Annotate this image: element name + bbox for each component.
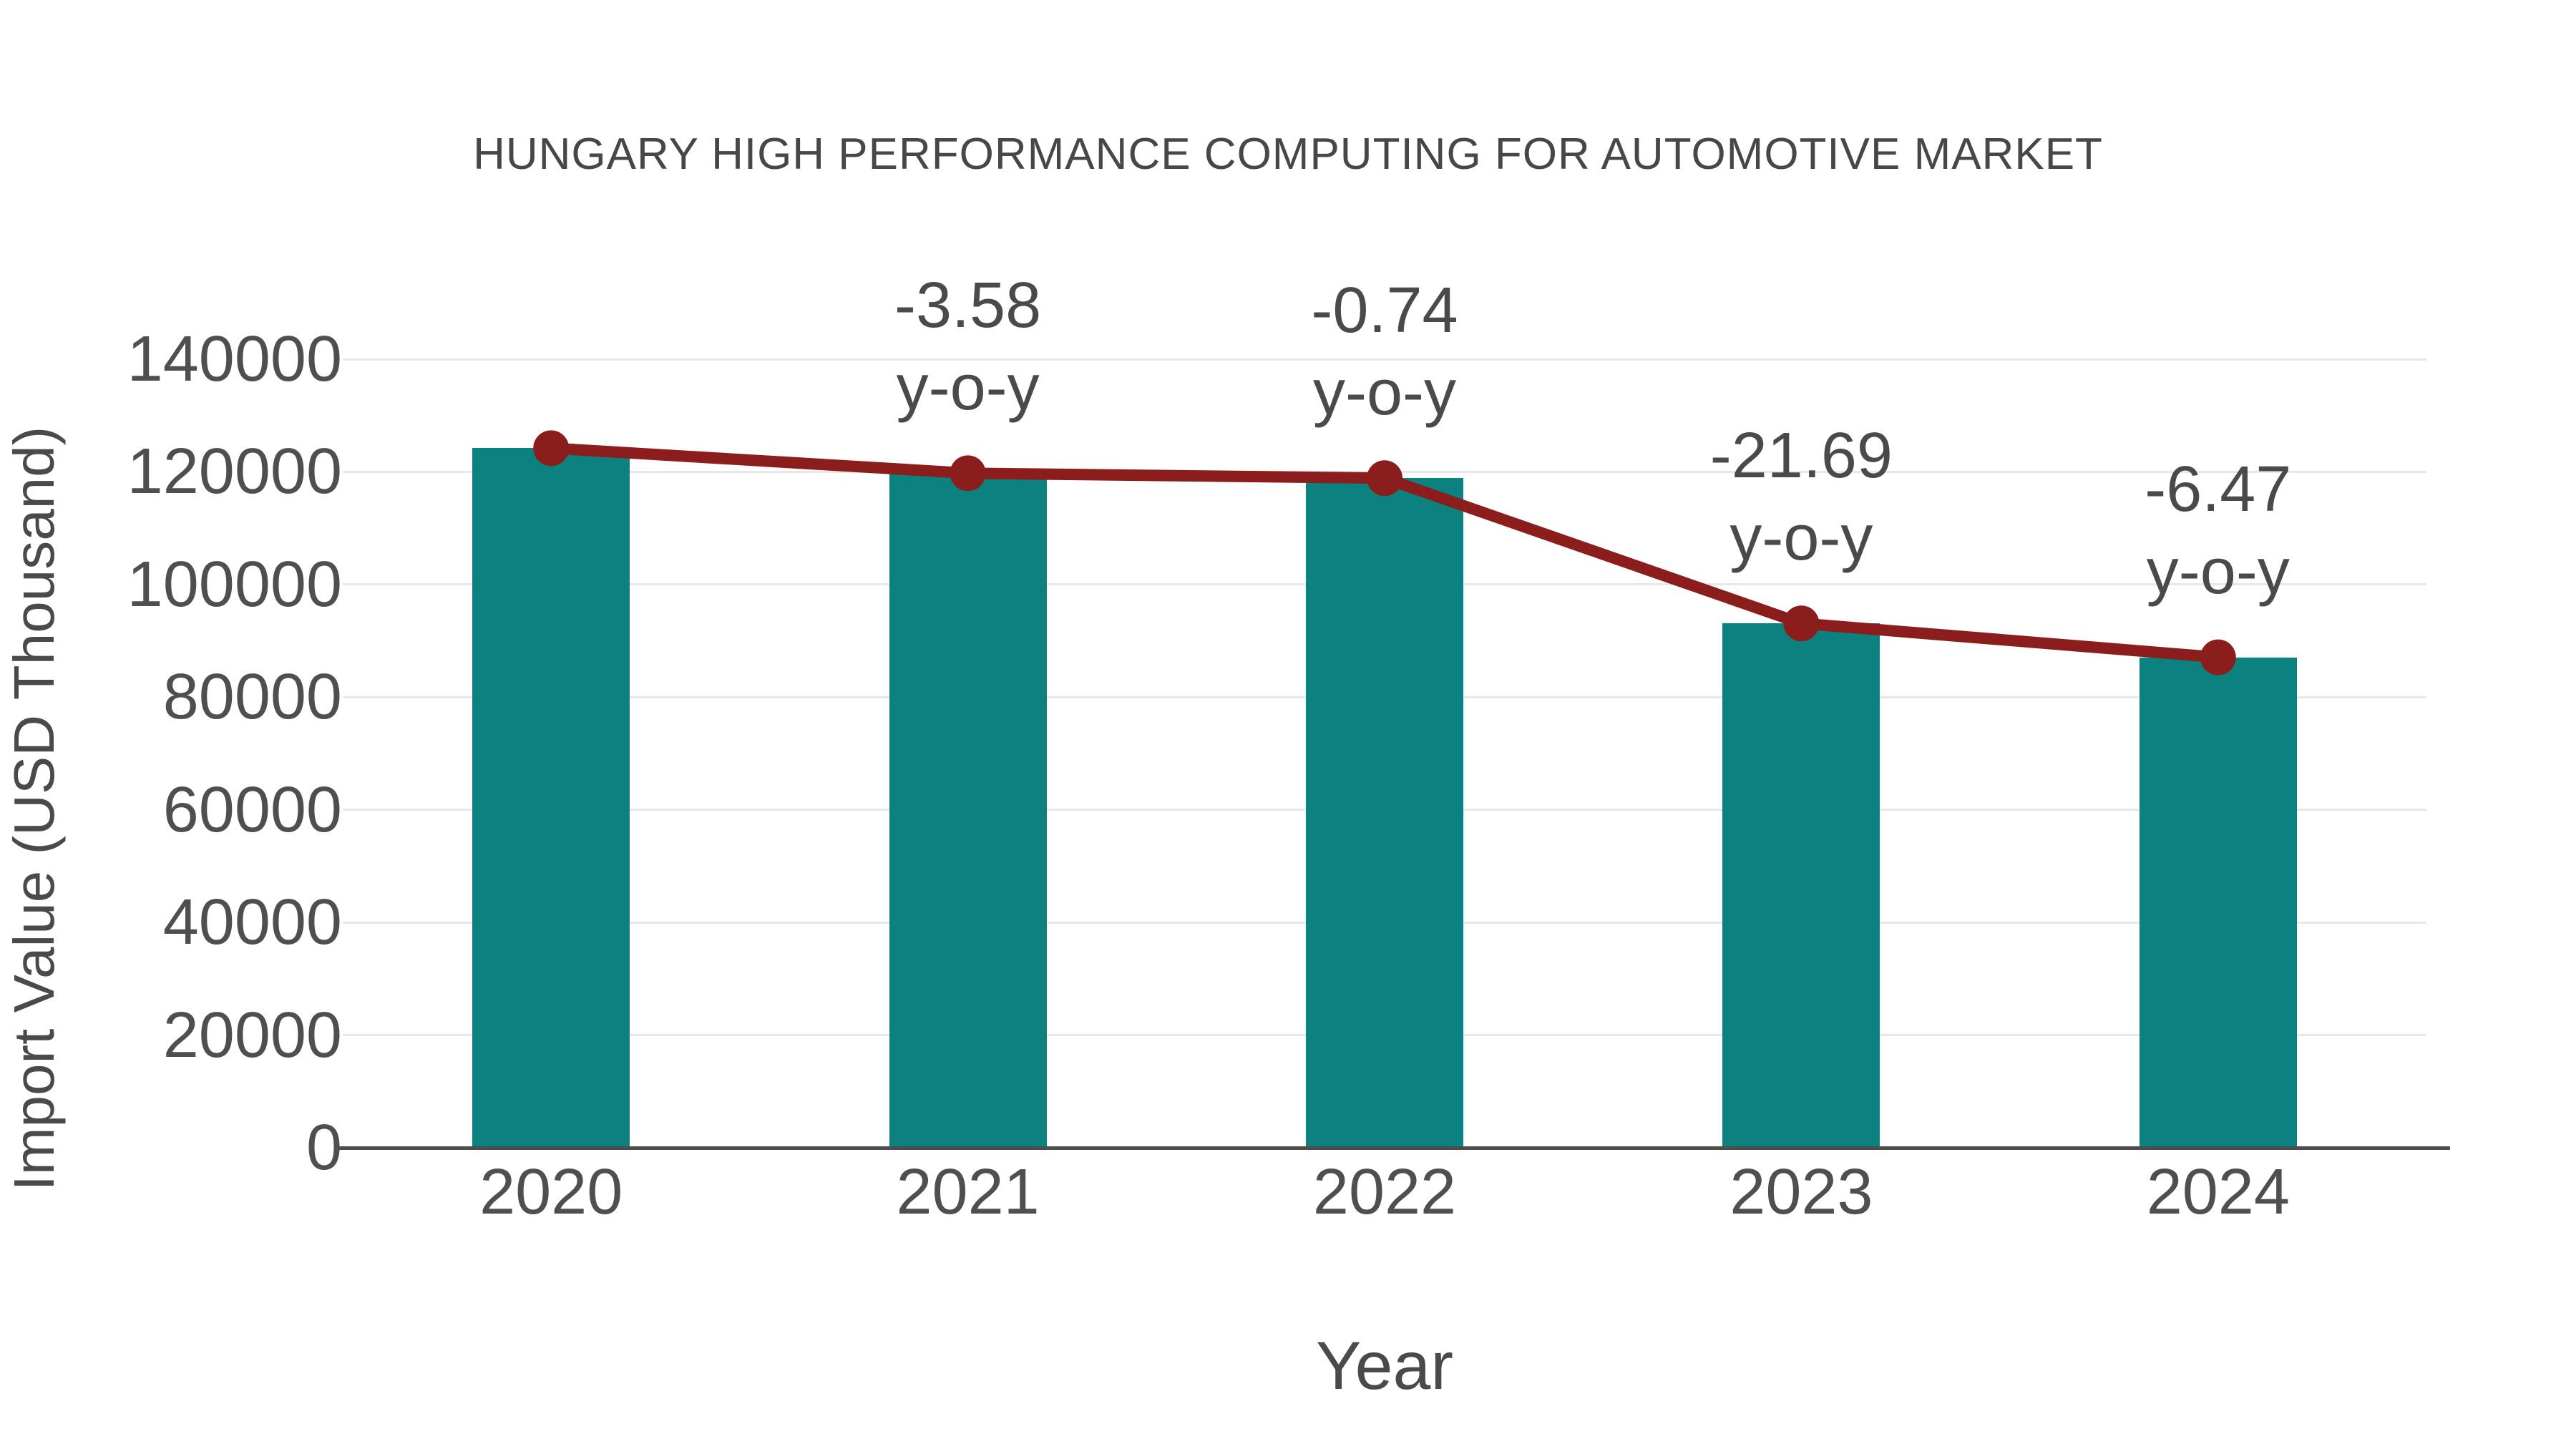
y-tick-label: 40000 [162,887,342,959]
data-point-marker-2023 [1783,605,1820,642]
bar-2020 [472,448,630,1148]
yoy-value-label: -3.58 [894,269,1042,341]
yoy-suffix-label: y-o-y [1729,502,1873,574]
yoy-suffix-label: y-o-y [896,351,1040,424]
x-tick-label: 2021 [896,1156,1040,1228]
grid-line [343,358,2426,361]
y-tick-label: 140000 [127,323,342,395]
yoy-suffix-label: y-o-y [2146,536,2290,608]
y-tick-label: 80000 [162,661,342,733]
bar-2024 [2139,657,2297,1148]
data-point-marker-2021 [950,455,986,492]
yoy-annotation-2021: -3.58 y-o-y [739,265,1197,429]
data-point-marker-2020 [533,430,570,467]
y-tick-label: 0 [306,1112,342,1184]
yoy-value-label: -0.74 [1311,274,1458,346]
x-tick-label: 2023 [1729,1156,1873,1228]
y-tick-label: 120000 [127,436,342,508]
yoy-suffix-label: y-o-y [1313,356,1456,429]
yoy-annotation-2023: -21.69 y-o-y [1572,415,2030,580]
x-axis-title: Year [1316,1328,1453,1404]
x-tick-label: 2022 [1312,1156,1457,1228]
yoy-value-label: -21.69 [1709,419,1893,492]
y-tick-label: 20000 [162,999,342,1071]
bar-2022 [1306,478,1463,1148]
data-point-marker-2022 [1367,460,1402,497]
yoy-annotation-2024: -6.47 y-o-y [1989,449,2447,613]
yoy-value-label: -6.47 [2145,454,2292,526]
yoy-annotation-2022: -0.74 y-o-y [1156,270,1614,434]
x-tick-label: 2024 [2146,1156,2290,1228]
bar-2023 [1722,623,1880,1148]
y-tick-label: 100000 [127,548,342,620]
x-axis-line [338,1146,2450,1150]
bar-2021 [889,473,1047,1148]
data-point-marker-2024 [2200,639,2236,675]
x-tick-label: 2020 [479,1156,623,1228]
chart-title: HUNGARY HIGH PERFORMANCE COMPUTING FOR A… [473,130,2103,179]
y-tick-label: 60000 [162,774,342,846]
